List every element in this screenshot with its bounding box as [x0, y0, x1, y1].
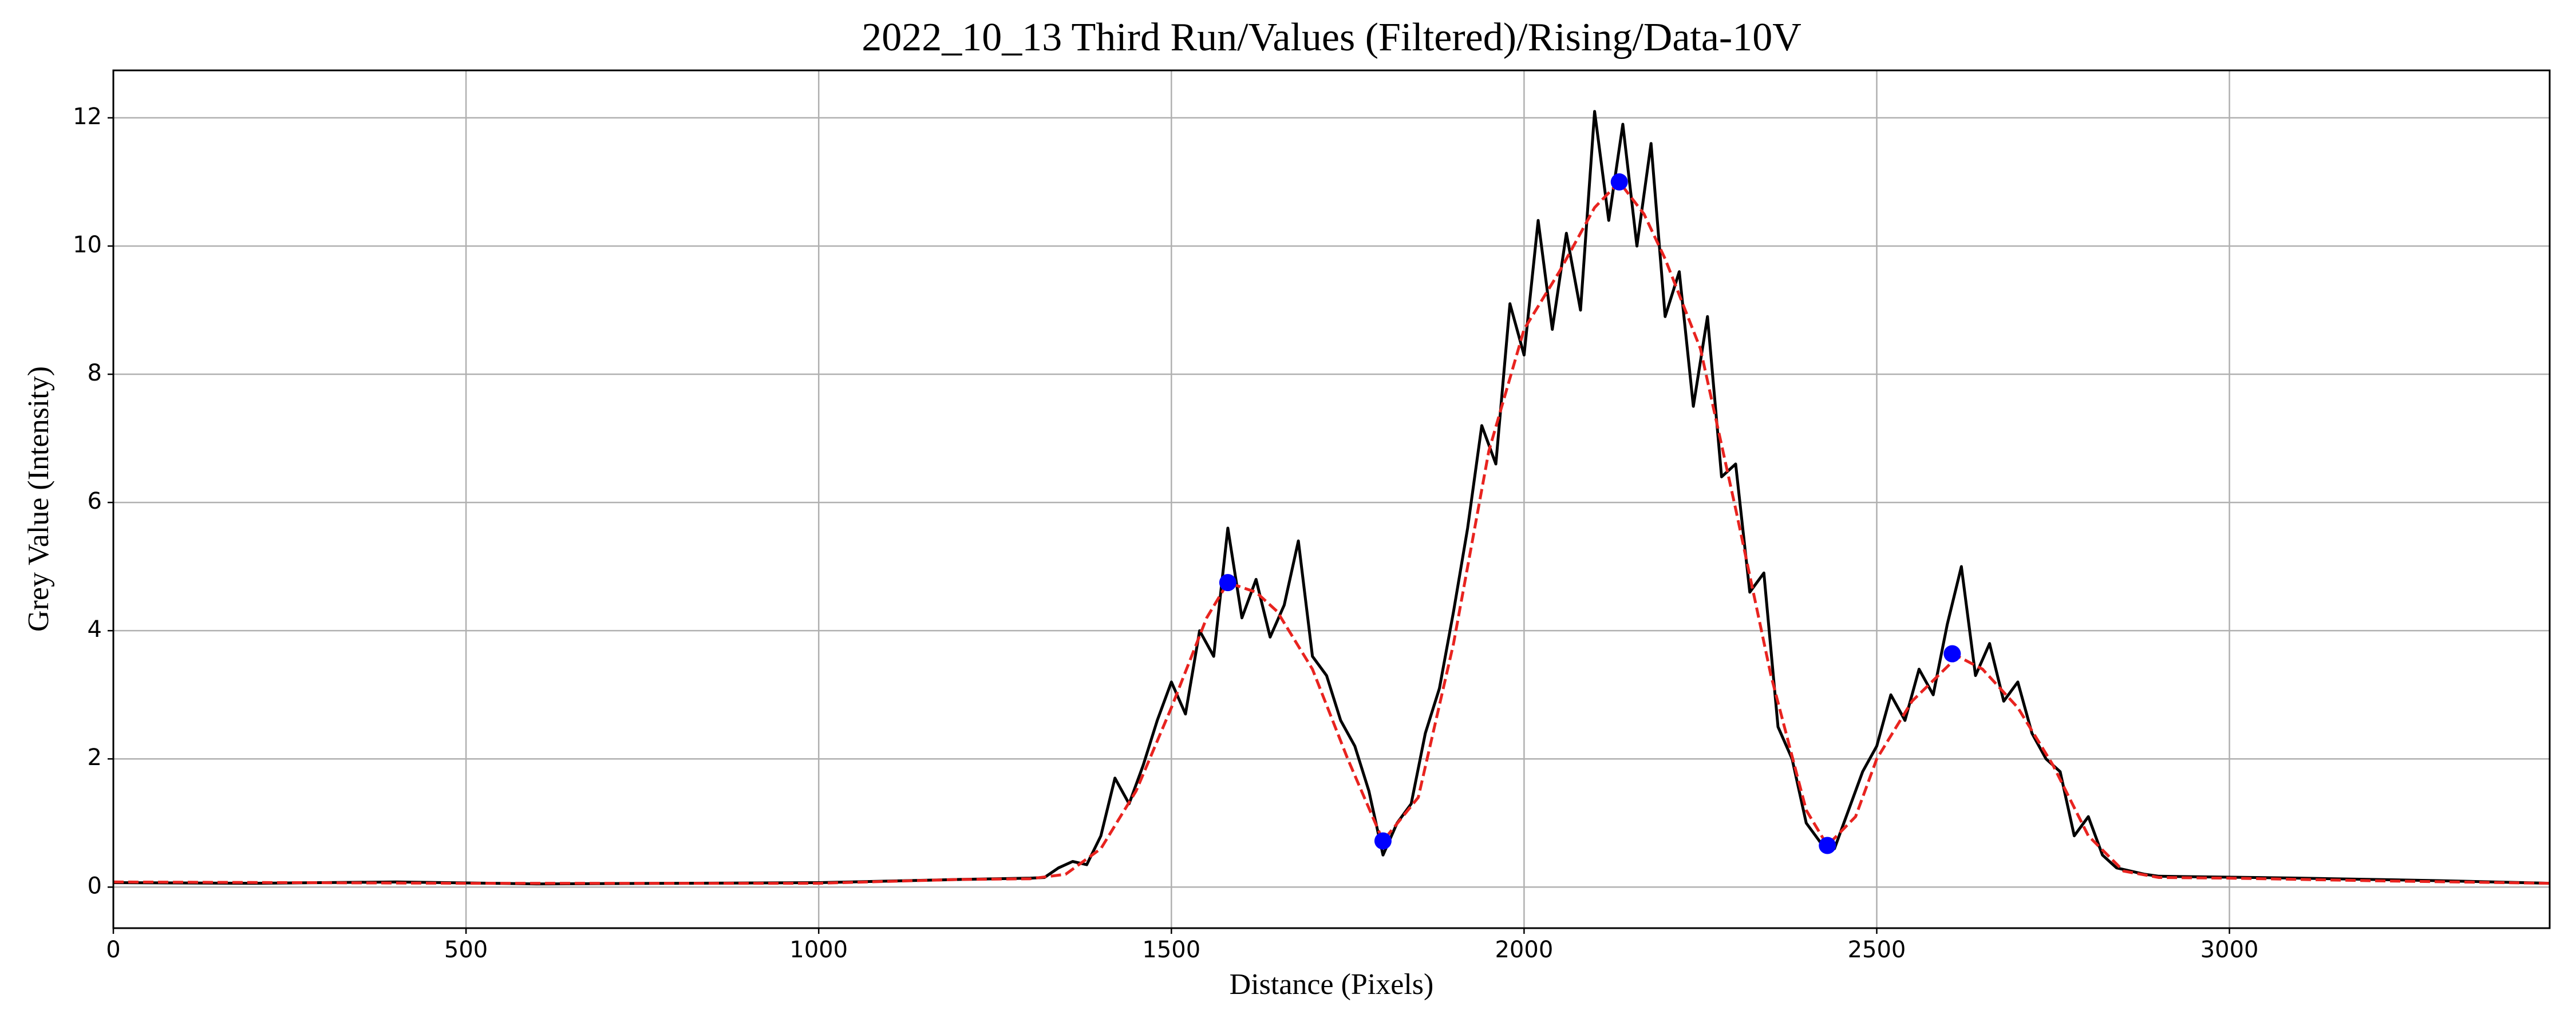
extremum-marker — [1374, 832, 1392, 850]
ticks: 0 500 1000 1500 2000 2500 3000 0 2 4 6 8 10 12 — [73, 104, 2258, 963]
filtered-line — [113, 180, 2550, 885]
y-tick-label: 0 — [88, 873, 102, 899]
grid — [112, 70, 2550, 928]
extremum-marker — [1219, 574, 1236, 592]
extremum-marker — [1610, 173, 1628, 191]
y-tick-label: 4 — [88, 616, 102, 643]
chart-title: 2022_10_13 Third Run/Values (Filtered)/R… — [862, 15, 1801, 60]
data-line — [113, 110, 2550, 886]
y-tick-label: 12 — [73, 104, 102, 130]
y-tick-label: 2 — [88, 744, 102, 771]
x-tick-label: 1000 — [789, 937, 848, 963]
x-tick-label: 3000 — [2200, 937, 2259, 963]
x-tick-label: 0 — [106, 937, 120, 963]
extremum-marker — [1819, 837, 1836, 854]
x-tick-label: 500 — [444, 937, 488, 963]
y-tick-label: 8 — [88, 360, 102, 386]
extremum-marker — [1943, 645, 1961, 663]
y-tick-label: 6 — [88, 488, 102, 514]
x-axis-label: Distance (Pixels) — [1230, 968, 1434, 1001]
plot-area — [113, 110, 2550, 886]
x-tick-label: 1500 — [1142, 937, 1200, 963]
plot-frame — [112, 69, 2551, 929]
y-axis-label: Grey Value (Intensity) — [22, 366, 55, 632]
x-tick-label: 2000 — [1495, 937, 1553, 963]
y-tick-label: 10 — [73, 232, 102, 258]
x-tick-label: 2500 — [1848, 937, 1906, 963]
